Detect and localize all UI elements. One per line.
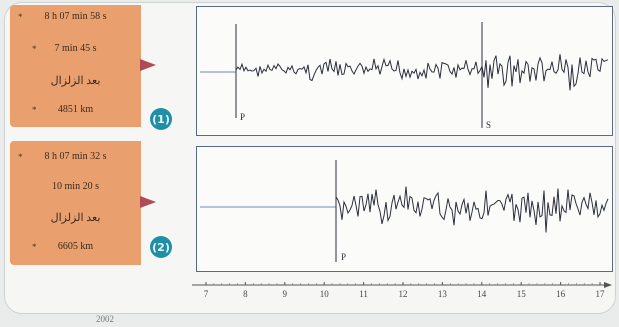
axis-arrow-icon [604, 282, 612, 288]
axis-tick-label: 9 [283, 289, 288, 299]
axis-tick-label: 17 [596, 289, 606, 299]
station-1-caption: بعد الزلزال [50, 75, 101, 87]
pointer-arrow-icon [140, 59, 156, 71]
axis-tick-label: 7 [204, 289, 209, 299]
axis-tick-label: 12 [399, 289, 408, 299]
station-1-badge: (1) [150, 108, 172, 130]
p-wave-label-2: P [341, 252, 346, 262]
seismogram-trace-2 [335, 186, 609, 233]
axis-tick-label: 10 [320, 289, 330, 299]
station-1-distance: 4851 km [57, 104, 94, 115]
pointer-arrow-icon [140, 196, 156, 208]
station-2-caption: بعد الزلزال [50, 212, 101, 224]
bullet-icon: * [32, 242, 37, 252]
station-2-badge: (2) [150, 236, 172, 258]
bullet-icon: * [18, 152, 23, 162]
station-2-distance: 6605 km [57, 241, 94, 252]
station-1-duration: 7 min 45 s [54, 43, 97, 54]
station-2-duration: 10 min 20 s [52, 181, 99, 192]
axis-tick-label: 14 [477, 289, 487, 299]
station-2-arrival-time: 8 h 07 min 32 s [44, 151, 107, 162]
axis-tick-label: 16 [556, 289, 566, 299]
bullet-icon: * [32, 105, 37, 115]
s-wave-label-1: S [486, 120, 491, 130]
axis-tick-label: 11 [359, 289, 368, 299]
seismogram-frame-2 [196, 146, 613, 272]
footer-text: 2002 [96, 314, 114, 324]
axis-tick-label: 8 [243, 289, 248, 299]
station-1-info-panel: * 8 h 07 min 58 s * 7 min 45 s بعد الزلز… [10, 5, 141, 127]
seismogram-trace-1 [235, 54, 609, 91]
bullet-icon: * [32, 44, 37, 54]
axis-tick-label: 15 [517, 289, 527, 299]
station-1-arrival-time: 8 h 07 min 58 s [44, 11, 107, 22]
station-2-info-panel: * 8 h 07 min 32 s 10 min 20 s بعد الزلزا… [10, 141, 141, 265]
p-wave-label-1: P [240, 112, 245, 122]
bullet-icon: * [18, 12, 23, 22]
axis-tick-label: 13 [438, 289, 448, 299]
